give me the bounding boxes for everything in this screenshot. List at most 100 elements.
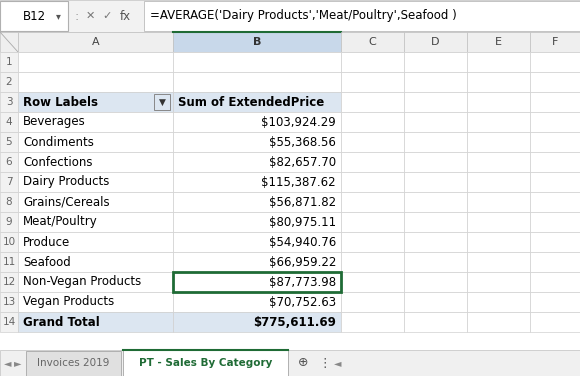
Text: Produce: Produce: [23, 235, 70, 249]
Text: $66,959.22: $66,959.22: [269, 256, 336, 268]
Text: ▼: ▼: [158, 97, 165, 106]
Bar: [530, 112, 580, 132]
Text: D: D: [432, 37, 440, 47]
Bar: [341, 132, 404, 152]
Bar: [173, 72, 341, 92]
Bar: [467, 132, 530, 152]
Bar: [467, 52, 530, 72]
Text: 5: 5: [6, 137, 12, 147]
Bar: [144, 1, 580, 31]
Bar: [467, 152, 530, 172]
Text: 13: 13: [2, 297, 16, 307]
Text: $87,773.98: $87,773.98: [269, 276, 336, 288]
Text: ◄: ◄: [4, 358, 12, 368]
Text: Seafood: Seafood: [23, 256, 71, 268]
Bar: [173, 252, 341, 272]
Bar: [530, 92, 580, 112]
Bar: [341, 172, 404, 192]
Bar: [0, 32, 18, 52]
Bar: [530, 232, 580, 252]
Bar: [0, 172, 18, 192]
Text: A: A: [92, 37, 99, 47]
Bar: [18, 32, 173, 52]
Bar: [173, 292, 341, 312]
Text: =AVERAGE('Dairy Products','Meat/Poultry',Seafood ): =AVERAGE('Dairy Products','Meat/Poultry'…: [150, 9, 457, 23]
Text: ◄: ◄: [334, 358, 342, 368]
Text: 8: 8: [6, 197, 12, 207]
Bar: [467, 252, 530, 272]
Bar: [0, 272, 18, 292]
Bar: [467, 312, 530, 332]
Bar: [18, 272, 173, 292]
Bar: [404, 212, 467, 232]
Bar: [173, 232, 341, 252]
Text: ✓: ✓: [102, 11, 111, 21]
Bar: [404, 112, 467, 132]
Bar: [0, 92, 18, 112]
Text: 7: 7: [6, 177, 12, 187]
Text: $54,940.76: $54,940.76: [269, 235, 336, 249]
Bar: [530, 32, 580, 52]
Bar: [530, 52, 580, 72]
Bar: [467, 72, 530, 92]
Bar: [467, 232, 530, 252]
Text: Vegan Products: Vegan Products: [23, 296, 114, 308]
Bar: [467, 212, 530, 232]
Bar: [467, 112, 530, 132]
Text: 12: 12: [2, 277, 16, 287]
Text: 11: 11: [2, 257, 16, 267]
Bar: [404, 252, 467, 272]
Bar: [404, 292, 467, 312]
Bar: [341, 272, 404, 292]
Bar: [341, 72, 404, 92]
Bar: [530, 192, 580, 212]
Text: 3: 3: [6, 97, 12, 107]
Bar: [18, 312, 173, 332]
Bar: [173, 272, 341, 292]
Bar: [530, 132, 580, 152]
Text: E: E: [495, 37, 502, 47]
Text: 6: 6: [6, 157, 12, 167]
Bar: [0, 292, 18, 312]
Text: fx: fx: [120, 9, 131, 23]
Bar: [404, 232, 467, 252]
Text: 14: 14: [2, 317, 16, 327]
Text: Meat/Poultry: Meat/Poultry: [23, 215, 98, 229]
Text: $82,657.70: $82,657.70: [269, 156, 336, 168]
Bar: [404, 172, 467, 192]
Bar: [18, 72, 173, 92]
Text: ▾: ▾: [56, 11, 60, 21]
Bar: [467, 32, 530, 52]
Text: :: :: [74, 9, 78, 23]
Text: $70,752.63: $70,752.63: [269, 296, 336, 308]
Bar: [467, 192, 530, 212]
Bar: [530, 72, 580, 92]
Bar: [341, 252, 404, 272]
Bar: [173, 212, 341, 232]
Bar: [467, 92, 530, 112]
Text: $115,387.62: $115,387.62: [262, 176, 336, 188]
Text: 9: 9: [6, 217, 12, 227]
Bar: [173, 112, 341, 132]
Text: C: C: [369, 37, 376, 47]
Text: B12: B12: [23, 9, 46, 23]
Bar: [18, 92, 173, 112]
Text: PT - Sales By Category: PT - Sales By Category: [139, 358, 272, 368]
Text: ►: ►: [14, 358, 21, 368]
Text: Beverages: Beverages: [23, 115, 86, 129]
Bar: [530, 312, 580, 332]
Text: $775,611.69: $775,611.69: [253, 315, 336, 329]
Bar: [18, 192, 173, 212]
Bar: [404, 72, 467, 92]
Bar: [341, 192, 404, 212]
Bar: [0, 52, 18, 72]
Bar: [467, 272, 530, 292]
Bar: [530, 252, 580, 272]
Bar: [18, 52, 173, 72]
Text: 1: 1: [6, 57, 12, 67]
Bar: [0, 192, 18, 212]
Bar: [0, 132, 18, 152]
Text: $55,368.56: $55,368.56: [269, 135, 336, 149]
Bar: [0, 112, 18, 132]
Text: 2: 2: [6, 77, 12, 87]
